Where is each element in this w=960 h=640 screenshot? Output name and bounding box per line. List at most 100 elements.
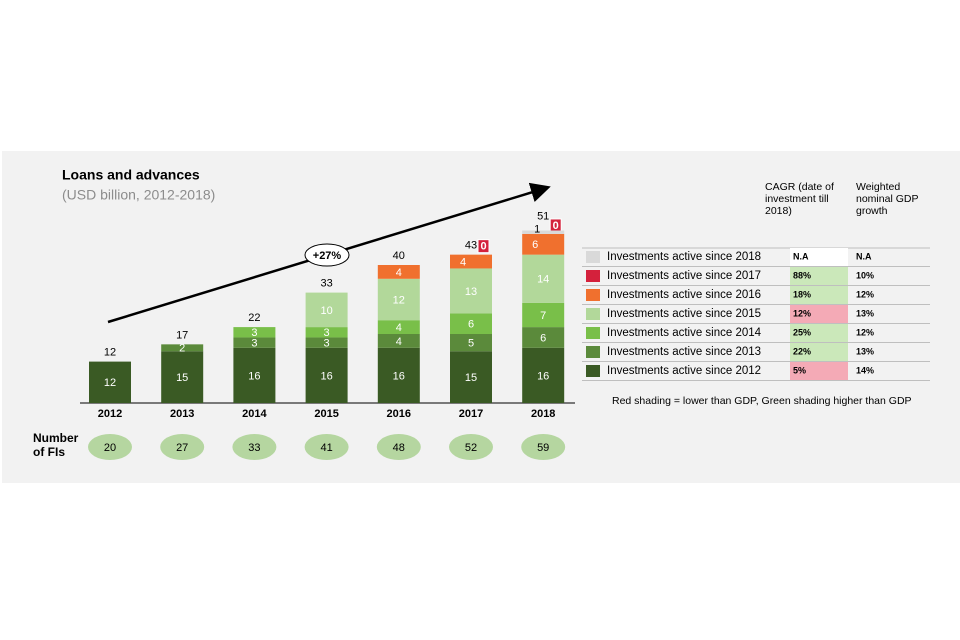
x-tick-label: 2013 [170,408,194,420]
fis-value: 59 [537,442,549,454]
value-label: 4 [396,322,402,334]
value-label: 15 [465,372,477,384]
fis-bubble [304,434,349,460]
bar-segment [450,313,492,334]
cagr-cell [790,343,848,361]
value-label: 16 [320,370,332,382]
bar-segment [377,347,420,403]
bar-segment [450,351,492,403]
value-label: 6 [468,319,474,331]
cagr-value: 5% [793,365,806,375]
value-label: 16 [248,370,260,382]
value-label: 3 [251,338,257,350]
bar-segment [305,337,348,348]
bar-segment [522,233,565,255]
cagr-value: 88% [793,270,811,280]
total-label: 17 [176,329,188,341]
bar-segment [522,302,565,328]
gdp-value: 12% [856,327,874,337]
legend-label: Investments active since 2018 [607,251,761,263]
chart-title: Loans and advances [62,167,200,183]
fis-bubble [232,434,277,460]
bar-segment [377,265,420,279]
total-label: 22 [248,312,260,324]
legend-label: Investments active since 2015 [607,308,761,320]
fis-value: 48 [393,442,405,454]
cagr-cell [790,286,848,304]
bar-segment [305,327,348,338]
bar-segment [522,254,565,303]
gdp-value: N.A [856,251,872,261]
fis-bubble [521,434,566,460]
chart-subtitle: (USD billion, 2012-2018) [62,187,215,203]
gdp-value: 12% [856,289,874,299]
value-label: 12 [393,294,405,306]
gdp-value: 13% [856,346,874,356]
value-label: 15 [176,372,188,384]
bar-segment [377,320,420,334]
fis-value: 20 [104,442,116,454]
value-label: 4 [396,336,402,348]
x-tick-label: 2018 [531,408,555,420]
legend-label: Investments active since 2012 [607,365,761,377]
value-label: 16 [393,370,405,382]
cagr-value: 18% [793,289,811,299]
value-label: 16 [537,370,549,382]
legend-swatch [586,270,600,282]
bar-segment [450,254,492,269]
total-label: 43 [465,240,477,252]
cagr-cell [790,267,848,285]
bar-segment [233,347,276,403]
value-label: 3 [251,327,257,339]
value-label: 13 [465,286,477,298]
cagr-cell [790,248,848,266]
fis-value: 33 [248,442,260,454]
bar-segment [450,334,492,352]
fis-bubble [376,434,421,460]
bar-segment [522,230,565,234]
value-label: 5 [468,338,474,350]
fis-value: 27 [176,442,188,454]
footnote: Red shading = lower than GDP, Green shad… [612,395,912,407]
cagr-value: 22% [793,346,811,356]
total-label: 40 [393,250,405,262]
fis-label: Number of FIs [33,431,79,459]
bar-segment [161,344,204,352]
total-label: 12 [104,347,116,359]
value-label: 0 [480,241,486,253]
fis-bubble [160,434,205,460]
bar-segment [305,347,348,403]
value-label: 10 [320,305,332,317]
bar-segment [233,327,276,338]
cagr-cell [790,324,848,342]
total-label: 33 [320,278,332,290]
fis-bubble [449,434,493,460]
fis-bubble [88,434,132,460]
x-tick-label: 2016 [387,408,411,420]
cagr-header: CAGR (date of investment till 2018) [765,181,834,217]
gdp-header: Weighted nominal GDP growth [856,181,919,217]
bar-segment [161,351,204,403]
value-label: 4 [460,256,466,268]
value-label: 4 [396,267,402,279]
bar-segment [305,292,348,328]
value-label: 7 [540,310,546,322]
value-label: 0 [553,220,559,232]
bar-segment [522,327,565,348]
legend-swatch [586,251,600,263]
cagr-value: N.A [793,251,809,261]
x-tick-label: 2012 [98,408,122,420]
cagr-value: 25% [793,327,811,337]
value-label: 6 [532,239,538,251]
x-tick-label: 2017 [459,408,483,420]
legend-swatch [586,327,600,339]
value-label: 1 [534,223,540,235]
legend-swatch [586,289,600,301]
legend-label: Investments active since 2017 [607,270,761,282]
gdp-value: 14% [856,365,874,375]
annotation-bubble [304,243,350,267]
value-label: 3 [324,327,330,339]
bar-segment [89,361,131,403]
cagr-cell [790,362,848,380]
